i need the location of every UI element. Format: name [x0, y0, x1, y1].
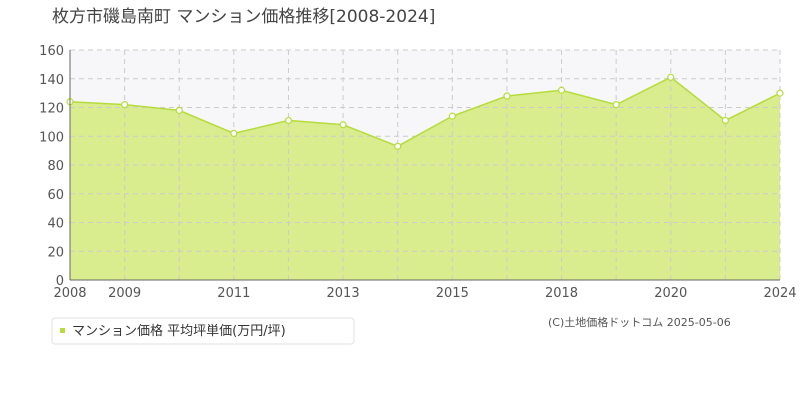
- source: (C)土地価格ドットコム 2025-05-06: [548, 315, 731, 329]
- point: [557, 86, 566, 94]
- y-tick-label: 60: [47, 188, 64, 203]
- y-tick-label: 120: [39, 102, 64, 117]
- y-tick-label: 20: [47, 245, 64, 260]
- y-tick-label: 140: [39, 73, 64, 88]
- legend-swatch: [60, 328, 65, 333]
- y-tick-label: 160: [39, 44, 64, 59]
- point: [776, 89, 784, 97]
- x-tick-label: 2013: [327, 286, 360, 301]
- x-tick-label: 2015: [436, 286, 469, 301]
- point: [230, 129, 238, 137]
- point: [284, 116, 293, 125]
- chart-title: 枚方市磯島南町 マンション価格推移[2008-2024]: [52, 7, 435, 27]
- point: [721, 116, 729, 125]
- x-tick-label: 2009: [108, 286, 141, 301]
- y-tick-label: 80: [47, 159, 64, 174]
- y-tick-label: 100: [39, 130, 64, 145]
- line: [69, 76, 781, 148]
- x-tick-label: 2011: [217, 286, 250, 301]
- point: [612, 101, 620, 109]
- x-tick-label: 2024: [763, 286, 796, 301]
- x-tick-label: 2008: [53, 286, 86, 301]
- point: [448, 112, 456, 120]
- point: [503, 92, 511, 100]
- point: [175, 106, 183, 114]
- legend-label: マンション価格 平均坪単価(万円/坪): [72, 323, 286, 339]
- area-fill: [70, 77, 780, 280]
- y-tick-label: 40: [47, 217, 64, 232]
- point: [394, 142, 402, 150]
- point: [339, 121, 347, 129]
- point: [667, 73, 675, 81]
- y-tick-label: 0: [56, 274, 64, 289]
- x-tick-label: 2018: [545, 286, 578, 301]
- point: [121, 101, 129, 109]
- legend-box: [51, 317, 355, 345]
- x-tick-label: 2020: [654, 286, 687, 301]
